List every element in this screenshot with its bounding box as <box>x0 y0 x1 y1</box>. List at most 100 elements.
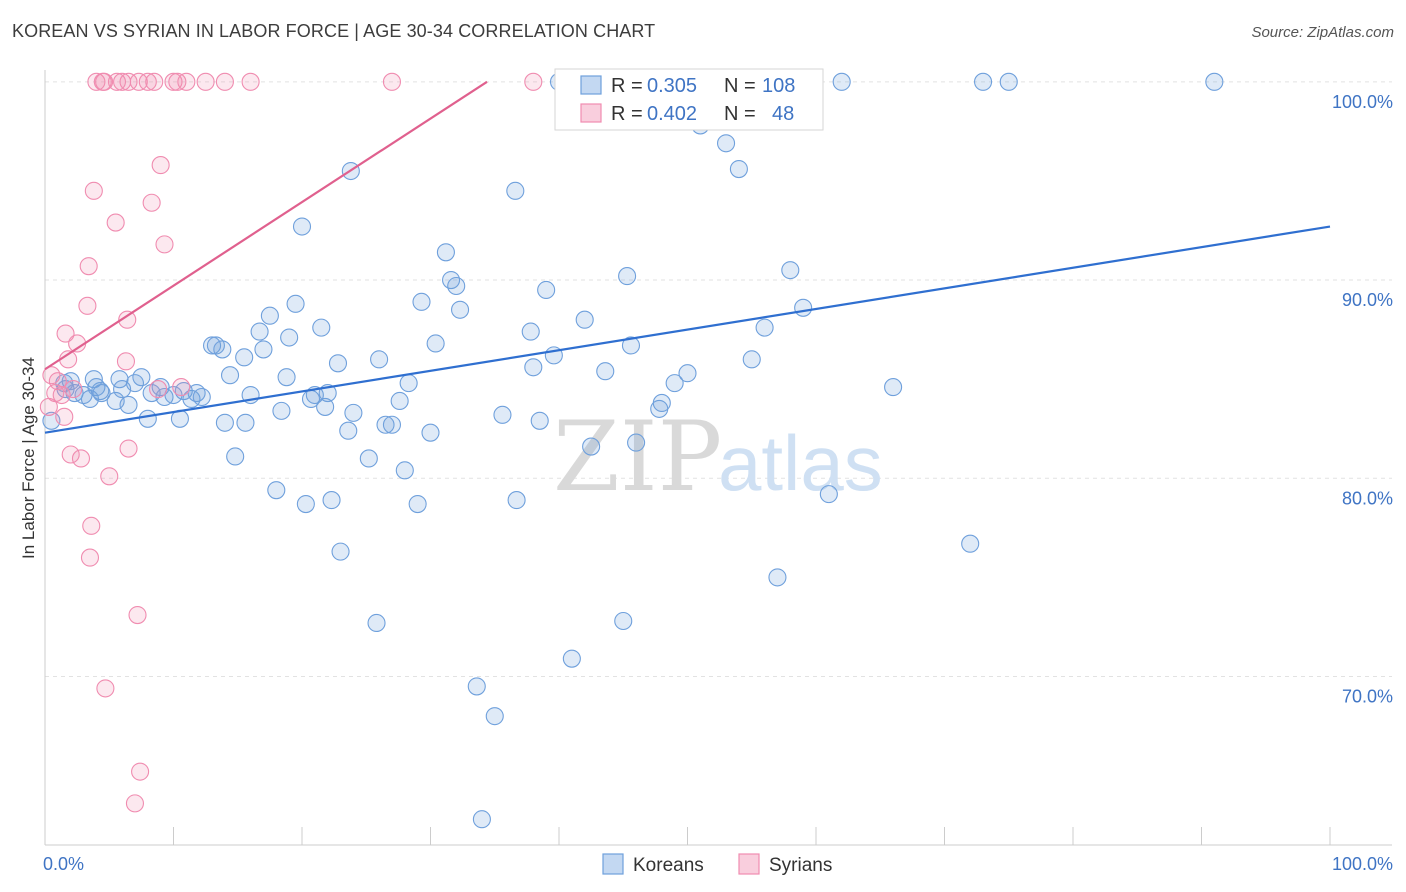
koreans-point <box>286 294 305 313</box>
koreans-point <box>328 354 348 373</box>
koreans-point <box>614 611 633 631</box>
syrians-point <box>116 352 136 371</box>
koreans-point <box>382 415 402 434</box>
koreans-point <box>524 358 543 377</box>
koreans-point <box>884 378 903 397</box>
koreans-point <box>999 72 1018 91</box>
syrians-point <box>80 548 100 567</box>
syrians-point <box>56 324 75 343</box>
y-axis-label: In Labor Force | Age 30-34 <box>19 357 38 559</box>
koreans-point <box>277 368 296 387</box>
syrians-series-swatch <box>738 853 760 875</box>
koreans-point <box>272 401 291 420</box>
syrians-n-label: N = <box>724 103 756 125</box>
koreans-point <box>296 494 315 514</box>
koreans-point <box>412 292 431 311</box>
koreans-point <box>399 374 418 393</box>
syrians-point <box>382 72 402 91</box>
syrians-point <box>119 72 138 91</box>
koreans-point <box>819 485 838 504</box>
koreans-point <box>192 387 211 407</box>
koreans-point <box>652 393 671 413</box>
syrians-point <box>131 762 150 781</box>
chart-source: Source: ZipAtlas.com <box>1251 24 1394 41</box>
koreans-point <box>716 134 736 153</box>
koreans-point <box>973 72 993 91</box>
koreans-point <box>467 677 486 696</box>
koreans-point <box>260 306 279 325</box>
y-tick-label: 80.0% <box>1342 488 1393 508</box>
syrians-trend-line <box>44 80 488 371</box>
koreans-point <box>408 494 427 514</box>
syrians-points <box>39 72 543 813</box>
koreans-r-value: 0.305 <box>647 75 697 97</box>
y-tick-label: 100.0% <box>1332 92 1393 112</box>
koreans-points <box>42 72 1224 829</box>
syrians-point <box>100 467 119 486</box>
watermark: ZIP atlas <box>553 401 883 513</box>
syrians-r-label: R = <box>611 103 643 125</box>
koreans-point <box>493 405 512 424</box>
series-legend: Koreans Syrians <box>602 853 832 876</box>
koreans-point <box>390 391 409 411</box>
koreans-point <box>742 350 761 369</box>
koreans-point <box>507 491 526 510</box>
koreans-point <box>280 328 299 347</box>
syrians-point <box>155 235 174 254</box>
y-tick-label: 70.0% <box>1342 687 1393 707</box>
koreans-point <box>250 322 269 341</box>
syrians-point <box>125 794 144 813</box>
axes <box>44 70 1392 846</box>
koreans-point <box>426 334 445 353</box>
koreans-point <box>781 261 800 280</box>
syrians-point <box>138 72 157 91</box>
syrians-point <box>196 72 215 91</box>
koreans-point <box>794 298 813 317</box>
syrians-n-value: 48 <box>772 103 794 125</box>
syrians-r-value: 0.402 <box>647 103 697 125</box>
koreans-point <box>768 568 787 587</box>
syrians-point <box>118 310 137 329</box>
koreans-point <box>132 368 151 387</box>
y-tick-label: 90.0% <box>1342 290 1393 310</box>
koreans-point <box>322 491 341 510</box>
koreans-point <box>226 447 245 466</box>
syrians-point <box>61 445 80 464</box>
koreans-point <box>254 340 273 359</box>
syrians-point <box>177 72 196 91</box>
koreans-point <box>331 542 350 561</box>
koreans-point <box>678 364 697 383</box>
koreans-point <box>213 340 232 359</box>
syrians-point <box>79 257 98 276</box>
koreans-point <box>665 374 684 393</box>
koreans-point <box>562 649 581 668</box>
koreans-point <box>506 181 525 200</box>
syrians-point <box>119 439 138 458</box>
syrians-point <box>215 72 234 91</box>
koreans-point <box>436 243 455 262</box>
syrians-point <box>48 372 67 391</box>
koreans-point <box>755 318 774 337</box>
koreans-point <box>442 271 461 290</box>
koreans-point <box>138 409 157 428</box>
syrians-point <box>524 72 543 91</box>
koreans-point <box>451 300 470 319</box>
koreans-point <box>530 411 549 430</box>
koreans-series-swatch <box>602 853 624 875</box>
koreans-point <box>472 810 491 829</box>
syrians-point <box>95 72 114 91</box>
koreans-point <box>582 437 601 456</box>
syrians-point <box>87 72 106 91</box>
syrians-series-label: Syrians <box>769 855 832 876</box>
koreans-point <box>627 433 646 452</box>
y-tick-labels: 70.0% 80.0% 90.0% 100.0% <box>1332 92 1393 707</box>
koreans-point <box>421 423 440 442</box>
koreans-r-label: R = <box>611 75 643 97</box>
koreans-point <box>344 403 363 422</box>
koreans-point <box>370 350 389 369</box>
x-tick-labels: 0.0% 100.0% <box>43 854 1393 874</box>
koreans-point <box>236 413 255 432</box>
x-tick-label-max: 100.0% <box>1332 854 1393 874</box>
syrians-point <box>84 181 103 200</box>
koreans-point <box>1205 72 1224 91</box>
